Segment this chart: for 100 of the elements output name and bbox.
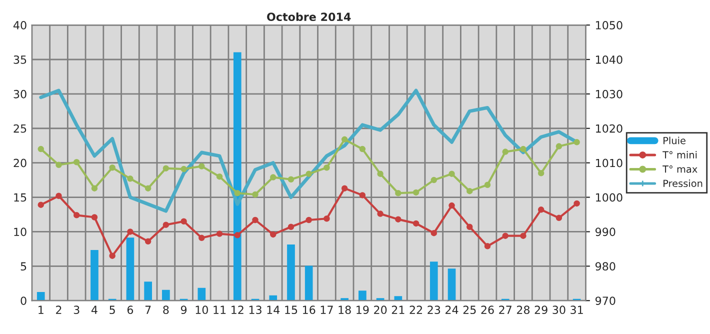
- point: [395, 216, 402, 222]
- point: [252, 191, 258, 198]
- point: [430, 230, 438, 236]
- chart-title: Octobre 2014: [267, 12, 351, 22]
- x-tick-label: 13: [249, 306, 262, 314]
- bar: [233, 52, 242, 301]
- point: [127, 228, 134, 235]
- bar: [304, 266, 313, 301]
- point: [556, 143, 562, 150]
- point: [56, 162, 62, 168]
- y2-tick-label: 1030: [596, 90, 622, 98]
- point: [144, 185, 152, 192]
- point: [484, 182, 491, 188]
- y-tick-label: 40: [13, 21, 26, 30]
- point: [395, 190, 402, 196]
- y2-tick-label: 1050: [596, 21, 622, 30]
- x-tick-label: 31: [570, 306, 583, 314]
- point: [377, 170, 384, 177]
- x-tick-label: 2: [56, 306, 62, 314]
- point: [56, 192, 62, 200]
- point: [502, 232, 508, 239]
- bar: [90, 250, 98, 301]
- legend-label: Pression: [664, 180, 702, 188]
- x-tick-label: 23: [428, 306, 440, 314]
- y-tick-label: 15: [14, 193, 26, 202]
- x-tick-label: 3: [74, 306, 80, 314]
- point: [216, 230, 223, 237]
- x-tick-label: 30: [552, 306, 566, 314]
- point: [412, 189, 420, 196]
- x-tick-label: 18: [338, 306, 351, 314]
- x-tick-label: 20: [374, 306, 387, 314]
- x-tick-label: 10: [196, 306, 208, 314]
- bar: [162, 290, 170, 301]
- legend-label: T° max: [662, 165, 698, 173]
- point: [288, 176, 294, 182]
- x-tick-label: 29: [534, 306, 548, 314]
- point: [38, 146, 44, 152]
- bar: [144, 282, 152, 301]
- point: [377, 210, 384, 217]
- x-tick-label: 21: [392, 306, 404, 314]
- point: [412, 220, 420, 227]
- point: [448, 170, 455, 177]
- point: [306, 216, 312, 224]
- y2-tick-label: 1040: [596, 55, 622, 64]
- point: [198, 234, 205, 242]
- point: [359, 192, 366, 198]
- y2-tick-label: 1010: [596, 158, 622, 168]
- point: [144, 238, 152, 244]
- y2-tick-label: 970: [595, 296, 616, 305]
- y-tick-label: 30: [14, 90, 26, 98]
- point: [38, 202, 44, 208]
- bar: [269, 295, 278, 301]
- x-tick-label: 28: [516, 306, 530, 314]
- point: [574, 139, 580, 146]
- x-tick-label: 11: [214, 306, 226, 314]
- point: [234, 232, 241, 238]
- point: [359, 146, 366, 152]
- point: [574, 200, 580, 207]
- point: [180, 166, 187, 172]
- point: [448, 202, 455, 209]
- point: [502, 148, 508, 155]
- bar: [198, 288, 206, 301]
- point: [520, 146, 526, 152]
- point: [252, 216, 258, 224]
- x-tick-label: 24: [446, 306, 458, 314]
- bar: [448, 268, 456, 301]
- x-tick-label: 14: [267, 306, 280, 314]
- x-tick-label: 7: [145, 306, 151, 314]
- y2-tick-label: 1000: [596, 193, 622, 202]
- point: [324, 216, 330, 222]
- point: [270, 231, 276, 238]
- point: [288, 224, 294, 230]
- point: [91, 214, 98, 220]
- point: [466, 224, 473, 230]
- x-tick-label: 1: [38, 306, 44, 314]
- x-tick-label: 17: [320, 306, 333, 314]
- x-tick-label: 27: [499, 306, 512, 314]
- point: [466, 188, 473, 194]
- point: [109, 252, 116, 259]
- bar: [430, 262, 438, 301]
- y-tick-label: 35: [14, 55, 26, 64]
- point: [216, 173, 223, 180]
- y-tick-label: 20: [14, 158, 26, 168]
- y-tick-label: 5: [20, 262, 26, 271]
- x-tick-label: 4: [91, 306, 98, 314]
- legend-label: T° mini: [662, 150, 697, 158]
- point: [73, 159, 80, 166]
- x-tick-label: 12: [232, 306, 244, 314]
- point: [198, 163, 205, 170]
- point: [556, 214, 562, 222]
- point: [73, 212, 80, 218]
- bar: [358, 290, 366, 301]
- point: [91, 185, 98, 192]
- point: [430, 176, 438, 184]
- x-tick-label: 25: [463, 306, 476, 314]
- x-tick-label: 15: [285, 306, 298, 314]
- x-tick-label: 6: [127, 306, 134, 314]
- point: [109, 164, 116, 171]
- point: [484, 243, 491, 250]
- point: [127, 176, 134, 182]
